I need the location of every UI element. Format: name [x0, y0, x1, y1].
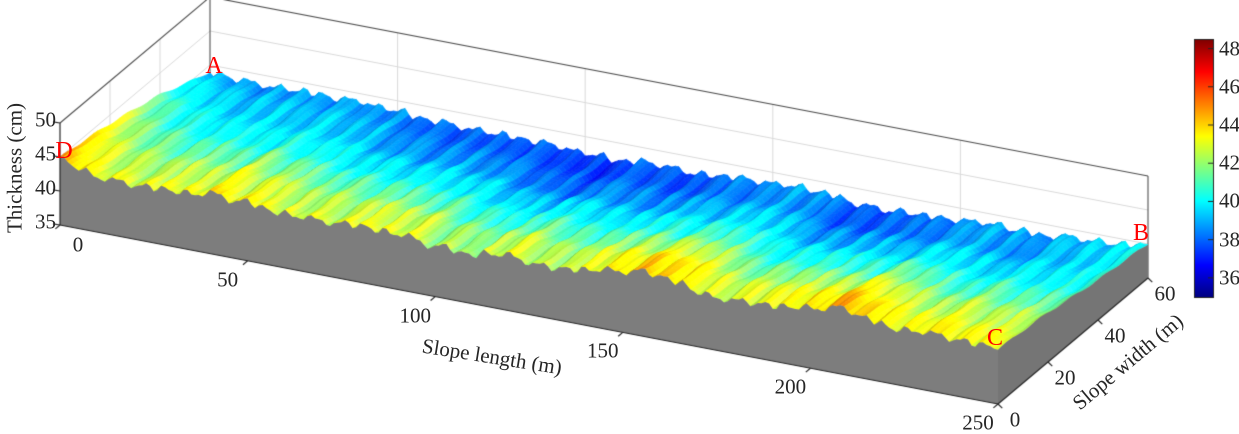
surface-plot-canvas: [0, 0, 1239, 434]
figure-3d-surface: Slope length (m) Slope width (m) Thickne…: [0, 0, 1239, 434]
